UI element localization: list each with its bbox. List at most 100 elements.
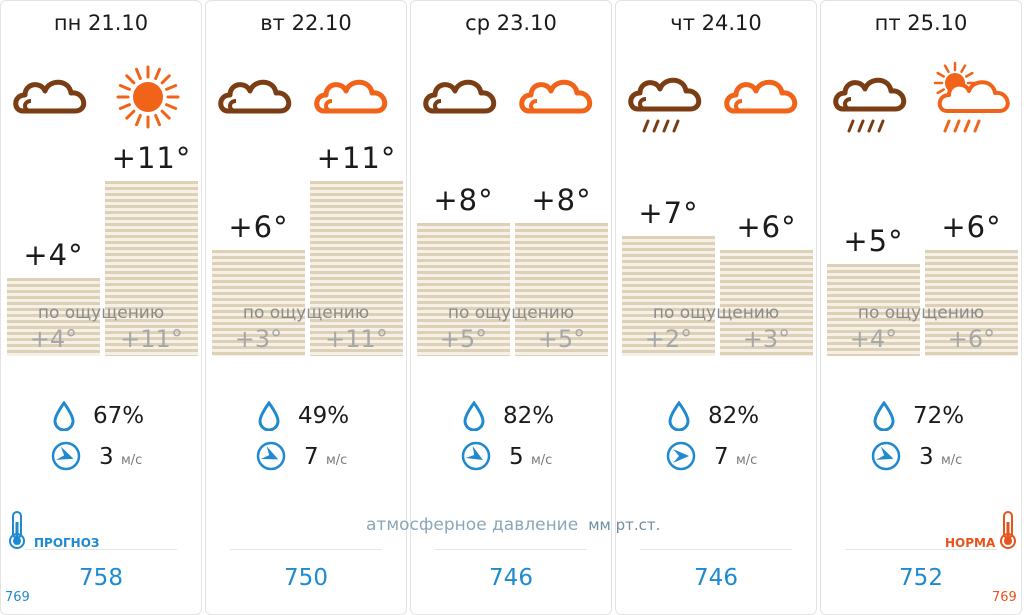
cloudy-day-icon <box>720 59 806 135</box>
wind-speed: 5 <box>509 444 524 470</box>
cloudy-day-icon <box>515 59 601 135</box>
divider <box>435 549 587 550</box>
rain-night-icon <box>829 59 915 135</box>
feels-like-label: по ощущению <box>37 303 165 323</box>
temperature-value: +4° <box>23 238 84 272</box>
day-column[interactable]: пн 21.10 +4° +4° +11° +11° по ощущению 67% 3… <box>0 0 202 615</box>
wind-row: 7 м/с <box>206 439 406 479</box>
temperature-bar <box>105 181 198 356</box>
day-label: пн 21.10 <box>53 11 149 35</box>
humidity-row: 72% <box>821 399 1021 439</box>
forecast-thermometer-icon <box>6 510 28 550</box>
temperature-value: +8° <box>433 183 494 217</box>
feels-like-value: +4° <box>849 325 898 353</box>
wind-unit: м/с <box>531 453 553 468</box>
day-column[interactable]: ср 23.10 +8° +5° +8° +5° по ощущению 82% 5 … <box>410 0 612 615</box>
pressure-unit: мм рт.ст. <box>588 516 661 534</box>
norm-thermometer-icon <box>997 510 1019 550</box>
feels-like-value: +11° <box>325 325 388 353</box>
humidity-value: 67% <box>93 403 145 429</box>
feels-like-label: по ощущению <box>652 303 780 323</box>
divider <box>25 549 177 550</box>
temperature-bar <box>720 250 813 356</box>
wind-direction-icon <box>461 441 491 471</box>
humidity-row: 82% <box>616 399 816 439</box>
temperature-value: +6° <box>228 210 289 244</box>
humidity-drop-icon <box>258 400 280 432</box>
feels-like-label: по ощущению <box>242 303 370 323</box>
temperature-value: +11° <box>316 141 397 175</box>
pressure-value: 746 <box>489 565 533 591</box>
wind-speed: 7 <box>714 444 729 470</box>
cloudy-night-icon <box>214 59 300 135</box>
rain-night-icon <box>624 59 710 135</box>
norm-label: НОРМА <box>945 536 996 550</box>
pressure-value: 758 <box>79 565 123 591</box>
temperature-value: +7° <box>638 196 699 230</box>
temperature-value: +6° <box>941 210 1002 244</box>
feels-like-value: +5° <box>439 325 488 353</box>
day-label: чт 24.10 <box>670 11 762 35</box>
day-column[interactable]: чт 24.10 +7° +2° +6° +3° по ощущению 82% 7 … <box>615 0 817 615</box>
pressure-value: 746 <box>694 565 738 591</box>
humidity-drop-icon <box>873 400 895 432</box>
temperature-value: +8° <box>531 183 592 217</box>
wind-speed: 3 <box>99 444 114 470</box>
pressure-caption: атмосферное давление мм рт.ст. <box>366 515 660 535</box>
norm-value: 769 <box>992 590 1017 605</box>
feels-like-value: +5° <box>537 325 586 353</box>
humidity-drop-icon <box>668 400 690 432</box>
feels-like-value: +11° <box>120 325 183 353</box>
humidity-value: 49% <box>298 403 350 429</box>
temperature-bar <box>622 236 715 356</box>
divider <box>640 549 792 550</box>
wind-row: 7 м/с <box>616 439 816 479</box>
wind-unit: м/с <box>326 453 348 468</box>
temperature-value: +6° <box>736 210 797 244</box>
wind-direction-icon <box>871 441 901 471</box>
wind-row: 3 м/с <box>1 439 201 479</box>
temperature-value: +11° <box>111 141 192 175</box>
cloudy-night-icon <box>9 59 95 135</box>
temperature-bar <box>310 181 403 356</box>
humidity-row: 67% <box>1 399 201 439</box>
feels-like-value: +3° <box>234 325 283 353</box>
humidity-drop-icon <box>53 400 75 432</box>
temperature-value: +5° <box>843 224 904 258</box>
humidity-value: 82% <box>708 403 760 429</box>
day-label: пт 25.10 <box>874 11 968 35</box>
day-column[interactable]: вт 22.10 +6° +3° +11° +11° по ощущению 49% … <box>205 0 407 615</box>
divider <box>845 549 997 550</box>
day-label: вт 22.10 <box>260 11 352 35</box>
pressure-value: 752 <box>899 565 943 591</box>
wind-unit: м/с <box>941 453 963 468</box>
wind-unit: м/с <box>121 453 143 468</box>
pressure-caption-text: атмосферное давление <box>366 515 579 535</box>
temperature-bar <box>827 264 920 356</box>
temperature-bar <box>212 250 305 356</box>
forecast-label: ПРОГНОЗ <box>34 536 100 550</box>
feels-like-value: +6° <box>947 325 996 353</box>
pressure-value: 750 <box>284 565 328 591</box>
temperature-bar <box>417 223 510 356</box>
feels-like-value: +3° <box>742 325 791 353</box>
feels-like-value: +4° <box>29 325 78 353</box>
temperature-bar <box>7 278 100 356</box>
forecast-value: 769 <box>5 590 30 605</box>
cloudy-day-icon <box>310 59 396 135</box>
sun-cloud-rain-icon <box>925 59 1011 135</box>
humidity-row: 49% <box>206 399 406 439</box>
day-column[interactable]: пт 25.10 +5° +4° +6° +6° по ощущению 72% 3 … <box>820 0 1022 615</box>
wind-row: 5 м/с <box>411 439 611 479</box>
day-label: ср 23.10 <box>465 11 557 35</box>
feels-like-label: по ощущению <box>447 303 575 323</box>
wind-direction-icon <box>666 441 696 471</box>
wind-speed: 7 <box>304 444 319 470</box>
wind-row: 3 м/с <box>821 439 1021 479</box>
divider <box>230 549 382 550</box>
cloudy-night-icon <box>419 59 505 135</box>
humidity-value: 72% <box>913 403 965 429</box>
wind-unit: м/с <box>736 453 758 468</box>
sunny-icon <box>105 59 191 135</box>
temperature-bar <box>925 250 1018 356</box>
